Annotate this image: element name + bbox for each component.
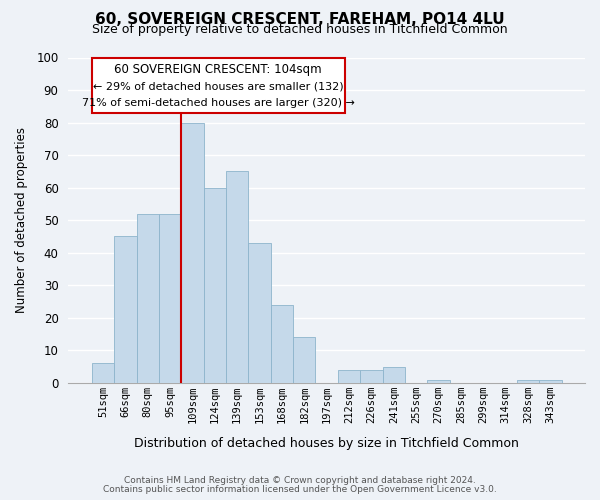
Bar [360,370,383,383]
Bar [159,214,181,383]
Bar [427,380,449,383]
Text: 71% of semi-detached houses are larger (320) →: 71% of semi-detached houses are larger (… [82,98,355,108]
Bar [114,236,137,383]
Bar [383,366,405,383]
Y-axis label: Number of detached properties: Number of detached properties [15,127,28,313]
Text: Size of property relative to detached houses in Titchfield Common: Size of property relative to detached ho… [92,22,508,36]
Text: ← 29% of detached houses are smaller (132): ← 29% of detached houses are smaller (13… [93,82,343,92]
Bar [226,172,248,383]
Text: Contains HM Land Registry data © Crown copyright and database right 2024.: Contains HM Land Registry data © Crown c… [124,476,476,485]
Bar [203,188,226,383]
Bar [338,370,360,383]
Text: 60, SOVEREIGN CRESCENT, FAREHAM, PO14 4LU: 60, SOVEREIGN CRESCENT, FAREHAM, PO14 4L… [95,12,505,26]
Bar [248,243,271,383]
Bar [517,380,539,383]
Bar [271,305,293,383]
Text: 60 SOVEREIGN CRESCENT: 104sqm: 60 SOVEREIGN CRESCENT: 104sqm [115,63,322,76]
Bar [539,380,562,383]
Bar [293,338,316,383]
Bar [181,122,203,383]
Text: Contains public sector information licensed under the Open Government Licence v3: Contains public sector information licen… [103,484,497,494]
X-axis label: Distribution of detached houses by size in Titchfield Common: Distribution of detached houses by size … [134,437,519,450]
Bar [92,364,114,383]
Bar [137,214,159,383]
